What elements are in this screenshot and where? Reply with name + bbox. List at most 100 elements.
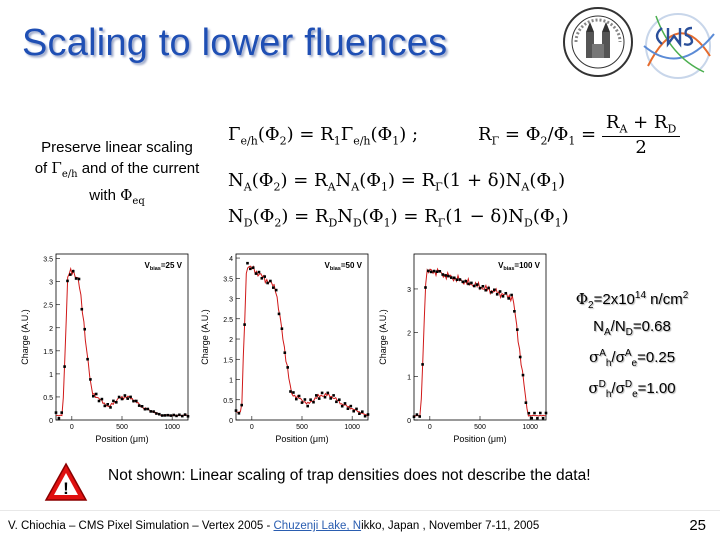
- data-point: [533, 411, 536, 415]
- data-point: [135, 399, 138, 403]
- bias-voltage-label: Vbias=25 V: [145, 261, 183, 272]
- data-point: [160, 414, 164, 417]
- data-point: [132, 399, 135, 403]
- footer-location-link[interactable]: Chuzenji Lake, N: [273, 520, 362, 532]
- x-tick-label: 0: [250, 424, 254, 431]
- data-point: [450, 276, 453, 279]
- data-point: [283, 351, 287, 354]
- y-tick-label: 1: [407, 374, 411, 381]
- data-point: [481, 285, 485, 288]
- data-point: [435, 270, 439, 273]
- data-point: [103, 404, 107, 408]
- data-point: [326, 391, 330, 395]
- y-tick-label: 1.5: [223, 357, 233, 364]
- data-point: [421, 363, 424, 366]
- fit-parameters-box: Φ2=2x1014 n/cm2 NA/ND=0.68 σAh/σAe=0.25 …: [552, 285, 712, 405]
- fluence-line: Φ2=2x1014 n/cm2: [575, 290, 689, 311]
- data-point: [80, 307, 84, 311]
- data-point: [234, 409, 238, 412]
- bias-voltage-symbol: V: [145, 261, 151, 270]
- data-point: [183, 413, 187, 416]
- data-point: [269, 279, 272, 283]
- data-point: [71, 269, 75, 273]
- data-point: [249, 267, 252, 271]
- data-point: [92, 394, 95, 398]
- y-tick-label: 3: [407, 287, 411, 294]
- data-point: [263, 275, 266, 278]
- data-point: [527, 411, 531, 415]
- footer-citation: V. Chiochia – CMS Pixel Simulation – Ver…: [8, 520, 539, 532]
- data-point: [178, 413, 181, 417]
- data-point: [444, 274, 447, 277]
- gamma-subscript: e/h: [61, 169, 78, 180]
- data-point: [158, 412, 161, 416]
- data-point: [484, 288, 487, 292]
- data-point: [412, 415, 416, 418]
- data-point: [169, 414, 173, 417]
- footer-divider: [0, 510, 720, 511]
- data-point: [332, 394, 335, 397]
- data-point: [536, 416, 539, 420]
- ratio-fraction: RA + RD 2: [601, 112, 681, 158]
- data-point: [470, 281, 473, 285]
- data-point: [186, 415, 190, 418]
- data-point: [280, 327, 284, 330]
- data-point: [292, 391, 295, 394]
- data-point: [146, 407, 150, 411]
- data-point: [513, 310, 516, 313]
- data-point: [507, 297, 510, 300]
- y-tick-label: 2: [229, 337, 233, 344]
- data-point: [329, 397, 332, 400]
- data-point: [60, 411, 63, 414]
- data-point: [315, 394, 318, 397]
- data-point: [152, 410, 155, 413]
- data-point: [346, 407, 350, 410]
- data-point: [323, 395, 327, 399]
- data-point: [243, 323, 246, 326]
- equations-block: Γe/h(Φ2) = R1Γe/h(Φ1) ; RΓ = Φ2/Φ1 = RA …: [226, 112, 696, 238]
- data-point: [521, 373, 525, 377]
- data-point: [54, 411, 58, 414]
- bias-voltage-symbol: V: [325, 261, 331, 270]
- y-tick-label: 3: [229, 297, 233, 304]
- data-point: [438, 270, 442, 273]
- data-point: [137, 404, 141, 407]
- x-axis-label: Position (μm): [275, 434, 328, 444]
- data-point: [126, 397, 129, 400]
- data-point: [63, 365, 66, 368]
- data-point: [455, 278, 459, 281]
- data-point: [516, 328, 519, 331]
- data-point: [524, 401, 528, 404]
- acceptor-cross-section-line: σAh/σAe=0.25: [588, 348, 676, 369]
- plot-frame: [413, 253, 547, 421]
- data-point: [366, 413, 370, 416]
- warning-symbol: !: [63, 479, 69, 498]
- data-point: [94, 392, 98, 396]
- y-tick-label: 0: [49, 418, 53, 425]
- x-tick-label: 1000: [344, 424, 360, 431]
- y-tick-label: 3.5: [223, 276, 233, 283]
- data-point: [424, 286, 427, 289]
- y-tick-label: 1.5: [43, 349, 53, 356]
- charge-profile-plot-100v: 0 1 2 3 0 500 1000 Position (μm) Charge (A.U.) Vb…: [378, 253, 548, 444]
- data-point: [260, 277, 264, 280]
- data-point: [109, 406, 112, 409]
- x-tick-label: 500: [474, 424, 486, 431]
- data-point: [441, 273, 444, 276]
- y-tick-label: 2.5: [43, 303, 53, 310]
- cms-logo-icon: [640, 6, 716, 82]
- data-point: [237, 412, 241, 415]
- data-point: [66, 279, 69, 283]
- data-point: [181, 414, 184, 418]
- y-tick-label: 4: [229, 256, 233, 263]
- bias-voltage-value: =100 V: [514, 261, 540, 270]
- data-point: [352, 409, 355, 413]
- simulation-curve: [235, 265, 369, 417]
- gamma-symbol: Γ: [51, 159, 62, 177]
- data-point: [83, 327, 86, 331]
- data-point: [363, 414, 367, 418]
- data-point: [447, 274, 450, 278]
- data-point: [338, 398, 341, 401]
- x-axis-label: Position (μm): [453, 434, 506, 444]
- data-point: [120, 397, 124, 401]
